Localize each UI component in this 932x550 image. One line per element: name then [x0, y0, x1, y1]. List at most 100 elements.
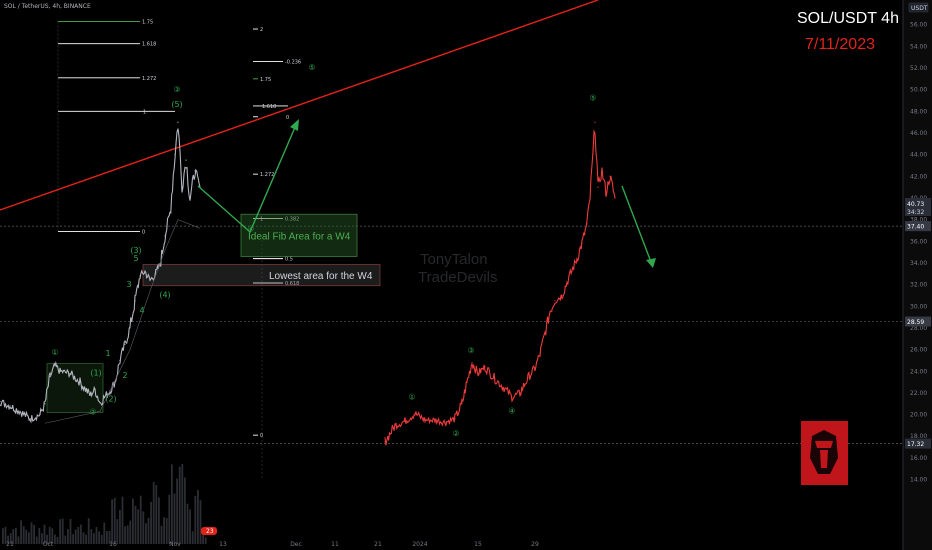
volume-bar — [9, 533, 12, 544]
volume-bar — [199, 500, 202, 544]
price-point — [484, 366, 486, 368]
volume-bar — [202, 534, 204, 544]
volume-bar — [129, 520, 132, 544]
volume-bar — [20, 520, 22, 544]
volume-bar — [137, 509, 139, 544]
volume-bar — [126, 525, 129, 544]
target-box[interactable] — [240, 213, 358, 257]
price-point — [144, 271, 146, 273]
fib-level-label: 0.382 — [285, 217, 299, 223]
time-axis-ticks: 21 Oct 16 Nov 13 Dec 11 21 2024 15 29 — [6, 541, 539, 548]
currency-badge-text: USDT — [911, 5, 928, 12]
volume-bar — [2, 528, 4, 544]
time-tick-label: Dec — [290, 541, 302, 548]
price-point — [134, 300, 136, 302]
price-point — [119, 359, 121, 361]
price-point — [494, 378, 496, 380]
price-point — [149, 279, 151, 281]
wave-label: ③ — [173, 85, 180, 94]
volume-bar — [145, 523, 147, 544]
volume-bar — [51, 528, 54, 544]
volume-bar — [191, 531, 194, 544]
price-point — [581, 242, 583, 245]
price-point — [434, 419, 436, 421]
price-point — [576, 258, 578, 260]
volume-bar — [15, 527, 17, 544]
price-tick-label: 54.00 — [910, 43, 927, 50]
volume-bar — [132, 498, 134, 544]
price-point — [0, 401, 1, 403]
volume-bar — [168, 494, 171, 544]
price-point — [477, 372, 479, 374]
price-point — [384, 441, 386, 443]
price-point — [114, 381, 116, 383]
price-tick-label: 32.00 — [910, 282, 927, 289]
wave-label: ① — [51, 348, 58, 357]
price-series-line[interactable] — [384, 129, 616, 446]
volume-bar — [43, 524, 46, 544]
target-box-label: Lowest area for the W4 — [269, 271, 373, 282]
arrowhead-down — [646, 258, 656, 268]
price-point — [404, 420, 406, 422]
volume-bar — [158, 497, 160, 544]
wave-label: 1 — [105, 349, 110, 358]
price-series-line[interactable] — [0, 128, 201, 424]
volume-bar — [100, 534, 103, 544]
wave-label: ② — [452, 429, 459, 438]
price-point — [504, 388, 506, 390]
resistance-trendline[interactable] — [0, 0, 599, 211]
target-boxes: Ideal Fib Area for a W4 Lowest area for t… — [46, 213, 381, 413]
price-point — [181, 186, 183, 188]
volume-bar — [72, 534, 74, 544]
target-box[interactable] — [142, 264, 381, 287]
volume-bar — [67, 529, 69, 544]
projection-arrow-down[interactable] — [621, 185, 652, 263]
volume-bar — [152, 482, 155, 544]
volume-bar — [17, 536, 20, 544]
price-point — [189, 197, 191, 199]
price-tick-label: 16.00 — [910, 455, 927, 462]
price-point — [571, 269, 573, 272]
currency-badge[interactable] — [908, 2, 929, 13]
price-label-badge — [905, 438, 931, 449]
price-point — [566, 281, 568, 284]
volume-bar — [155, 485, 158, 544]
volume-bar — [54, 534, 56, 544]
volume-bar — [160, 525, 163, 544]
volume-bar — [74, 529, 77, 544]
price-point — [194, 170, 196, 172]
volume-bar — [171, 464, 173, 544]
price-series — [0, 121, 616, 446]
volume-bar — [80, 524, 82, 544]
price-axis-panel — [903, 0, 932, 550]
price-tick-label: 20.00 — [910, 412, 927, 419]
price-point — [19, 410, 21, 412]
volume-bar — [124, 526, 126, 544]
fib-level-label: 1.75 — [142, 19, 153, 25]
fib-level-label: 1 — [143, 109, 146, 115]
wave-label: 2 — [122, 371, 127, 380]
volume-badge — [201, 527, 217, 535]
volume-bar — [111, 499, 113, 544]
watermark-line-1: TonyTalon — [420, 251, 488, 268]
price-point — [601, 170, 603, 172]
wave-label: ② — [89, 408, 96, 417]
volume-bar — [106, 531, 108, 544]
volume-bar — [64, 535, 67, 544]
wave-label: ③ — [467, 346, 474, 355]
volume-bar — [22, 526, 25, 544]
fib-level-label: 0 — [260, 433, 263, 439]
volume-bar — [103, 522, 106, 544]
price-point — [544, 332, 546, 334]
volume-bar — [85, 534, 87, 544]
volume-bars — [2, 464, 207, 544]
volume-bar — [98, 531, 100, 544]
fib-level-label: 0 — [286, 115, 289, 121]
price-point — [454, 418, 456, 420]
volume-bar — [41, 533, 43, 544]
volume-bar — [142, 511, 145, 544]
wave-label: ④ — [508, 406, 515, 415]
projection-arrow-historical[interactable] — [197, 124, 297, 234]
volume-bar — [189, 509, 191, 544]
symbol-line: SOL / TetherUS, 4h, BINANCE — [4, 3, 91, 10]
